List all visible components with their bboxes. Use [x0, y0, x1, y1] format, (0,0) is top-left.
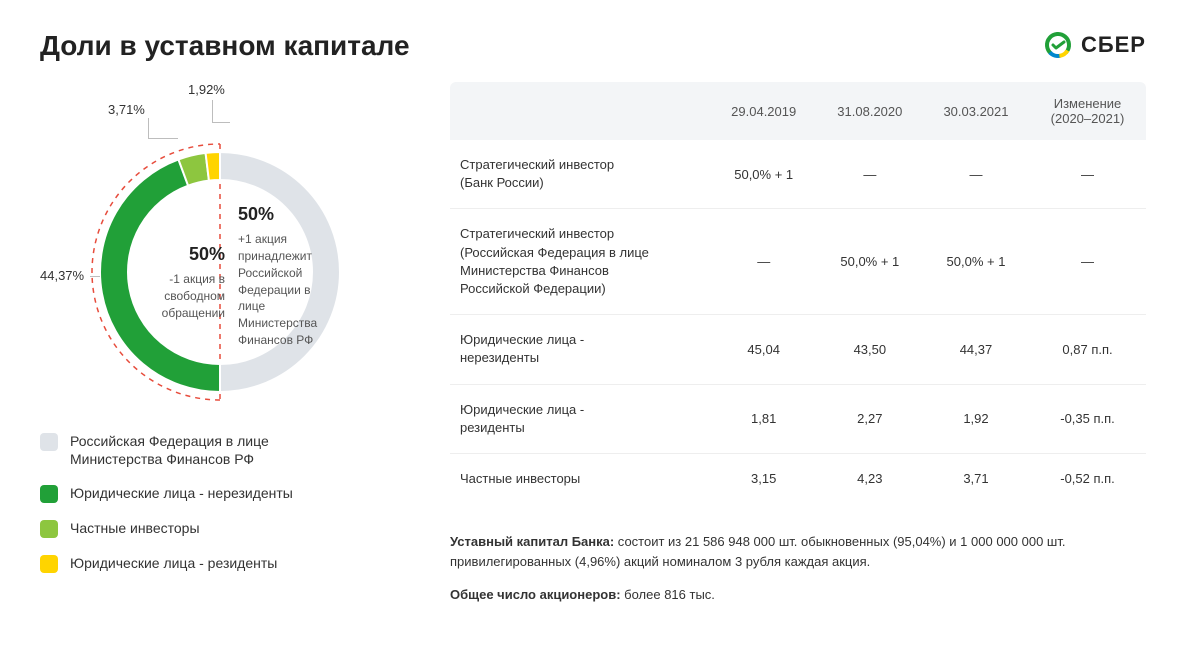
- table-cell: 2,27: [817, 384, 923, 453]
- legend-label: Юридические лица - резиденты: [70, 554, 277, 572]
- legend-item: Юридические лица - резиденты: [40, 554, 420, 573]
- legend-item: Юридические лица - нерезиденты: [40, 484, 420, 503]
- legend: Российская Федерация в лицеМинистерства …: [40, 432, 420, 573]
- label-residents: 1,92%: [188, 82, 225, 97]
- page-title: Доли в уставном капитале: [40, 30, 410, 62]
- table-cell: —: [817, 140, 923, 209]
- table-header-cell: 30.03.2021: [923, 82, 1029, 140]
- table-cell: Юридические лица -нерезиденты: [450, 315, 711, 384]
- footnote-shareholders: Общее число акционеров: более 816 тыс.: [450, 585, 1146, 605]
- table-cell: Юридические лица -резиденты: [450, 384, 711, 453]
- footnote-shareholders-text: более 816 тыс.: [621, 587, 715, 602]
- center-right-pct: 50%: [238, 202, 338, 227]
- label-private: 3,71%: [108, 102, 145, 117]
- label-nonresidents: 44,37%: [40, 268, 84, 283]
- table-header-cell: [450, 82, 711, 140]
- table-cell: 44,37: [923, 315, 1029, 384]
- legend-swatch: [40, 520, 58, 538]
- center-right-text: 50% +1 акция принадлежит Российской Феде…: [238, 202, 338, 349]
- table-row: Юридические лица -резиденты1,812,271,92-…: [450, 384, 1146, 453]
- legend-label: Российская Федерация в лицеМинистерства …: [70, 432, 269, 468]
- footnote-shareholders-bold: Общее число акционеров:: [450, 587, 621, 602]
- brand-logo: СБЕР: [1043, 30, 1146, 60]
- legend-item: Российская Федерация в лицеМинистерства …: [40, 432, 420, 468]
- table-row: Стратегический инвестор(Банк России)50,0…: [450, 140, 1146, 209]
- table-cell: -0,35 п.п.: [1029, 384, 1146, 453]
- table-header-cell: 31.08.2020: [817, 82, 923, 140]
- table-cell: 43,50: [817, 315, 923, 384]
- legend-label: Частные инвесторы: [70, 519, 200, 537]
- footnote-capital-bold: Уставный капитал Банка:: [450, 534, 614, 549]
- table-cell: -0,52 п.п.: [1029, 453, 1146, 504]
- sber-ring-icon: [1043, 30, 1073, 60]
- center-left-text: 50% -1 акция в свободном обращении: [145, 242, 225, 322]
- leader-line: [148, 118, 149, 138]
- table-header-cell: Изменение(2020–2021): [1029, 82, 1146, 140]
- table-cell: —: [1029, 140, 1146, 209]
- center-left-pct: 50%: [145, 242, 225, 267]
- table-cell: Частные инвесторы: [450, 453, 711, 504]
- table-cell: 1,81: [711, 384, 817, 453]
- table-row: Частные инвесторы3,154,233,71-0,52 п.п.: [450, 453, 1146, 504]
- leader-line: [212, 100, 213, 122]
- center-right-sub: +1 акция принадлежит Российской Федераци…: [238, 232, 317, 347]
- footnote-capital: Уставный капитал Банка: состоит из 21 58…: [450, 532, 1146, 571]
- table-cell: 3,71: [923, 453, 1029, 504]
- table-cell: Стратегический инвестор(Банк России): [450, 140, 711, 209]
- legend-item: Частные инвесторы: [40, 519, 420, 538]
- table-cell: 1,92: [923, 384, 1029, 453]
- legend-swatch: [40, 485, 58, 503]
- table-cell: —: [711, 209, 817, 315]
- table-cell: 45,04: [711, 315, 817, 384]
- table-cell: 50,0% + 1: [711, 140, 817, 209]
- table-cell: Стратегический инвестор(Российская Федер…: [450, 209, 711, 315]
- donut-segment-residents: [206, 152, 220, 181]
- table-cell: 0,87 п.п.: [1029, 315, 1146, 384]
- leader-line: [212, 122, 230, 123]
- table-cell: —: [1029, 209, 1146, 315]
- table-cell: 3,15: [711, 453, 817, 504]
- footnote: Уставный капитал Банка: состоит из 21 58…: [450, 532, 1146, 605]
- table-cell: 4,23: [817, 453, 923, 504]
- table-cell: 50,0% + 1: [923, 209, 1029, 315]
- table-cell: —: [923, 140, 1029, 209]
- donut-chart: 1,92% 3,71% 44,37% 50% -1 акция в свобод…: [40, 82, 400, 402]
- center-left-sub: -1 акция в свободном обращении: [162, 272, 225, 320]
- leader-line: [90, 276, 100, 277]
- brand-name: СБЕР: [1081, 32, 1146, 58]
- share-table: 29.04.201931.08.202030.03.2021Изменение(…: [450, 82, 1146, 504]
- table-row: Стратегический инвестор(Российская Федер…: [450, 209, 1146, 315]
- legend-swatch: [40, 555, 58, 573]
- table-row: Юридические лица -нерезиденты45,0443,504…: [450, 315, 1146, 384]
- legend-label: Юридические лица - нерезиденты: [70, 484, 293, 502]
- leader-line: [148, 138, 178, 139]
- table-cell: 50,0% + 1: [817, 209, 923, 315]
- table-header-cell: 29.04.2019: [711, 82, 817, 140]
- legend-swatch: [40, 433, 58, 451]
